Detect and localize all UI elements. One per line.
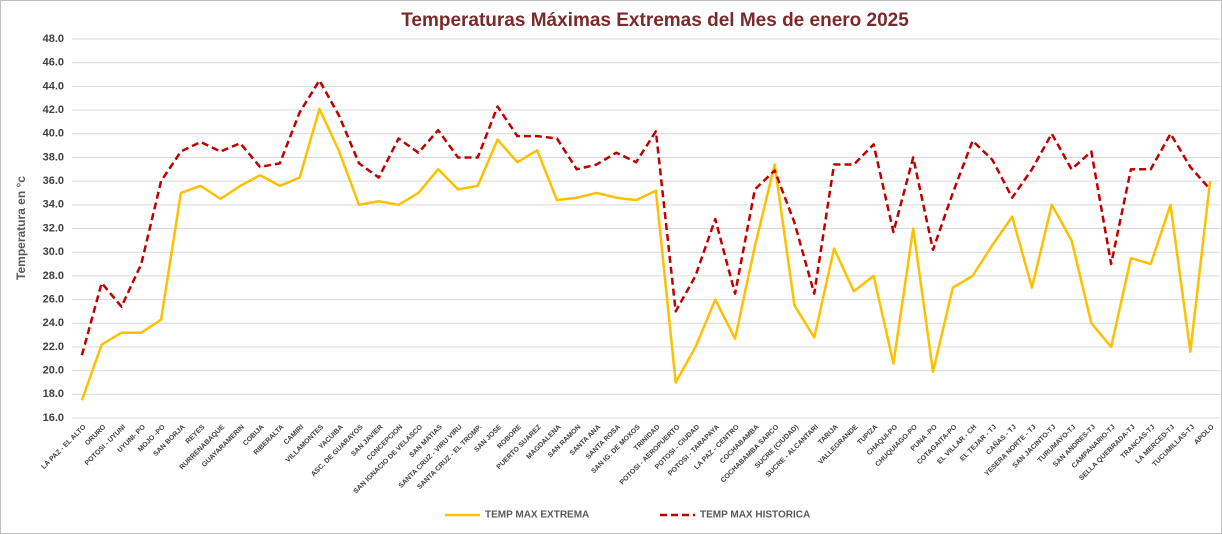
y-tick-label: 24.0 bbox=[43, 317, 64, 329]
y-tick-label: 48.0 bbox=[43, 33, 64, 45]
legend-label: TEMP MAX EXTREMA bbox=[485, 510, 589, 521]
y-tick-label: 18.0 bbox=[43, 388, 64, 400]
y-tick-label: 32.0 bbox=[43, 222, 64, 234]
y-tick-label: 20.0 bbox=[43, 365, 64, 377]
y-tick-label: 30.0 bbox=[43, 246, 64, 258]
series-line bbox=[80, 79, 1212, 356]
y-tick-label: 38.0 bbox=[43, 151, 64, 163]
legend-label: TEMP MAX HISTORICA bbox=[700, 510, 810, 521]
y-tick-label: 44.0 bbox=[43, 80, 64, 92]
y-axis-label: Temperatura en °c bbox=[14, 176, 28, 280]
y-tick-label: 46.0 bbox=[43, 57, 64, 69]
y-tick-label: 36.0 bbox=[43, 175, 64, 187]
y-tick-label: 26.0 bbox=[43, 293, 64, 305]
chart-title: Temperaturas Máximas Extremas del Mes de… bbox=[401, 10, 909, 31]
series-line bbox=[80, 107, 1212, 401]
y-tick-label: 22.0 bbox=[43, 341, 64, 353]
y-tick-label: 28.0 bbox=[43, 270, 64, 282]
y-tick-label: 34.0 bbox=[43, 199, 64, 211]
y-tick-label: 16.0 bbox=[43, 412, 64, 424]
y-tick-label: 40.0 bbox=[43, 128, 64, 140]
y-tick-label: 42.0 bbox=[43, 104, 64, 116]
